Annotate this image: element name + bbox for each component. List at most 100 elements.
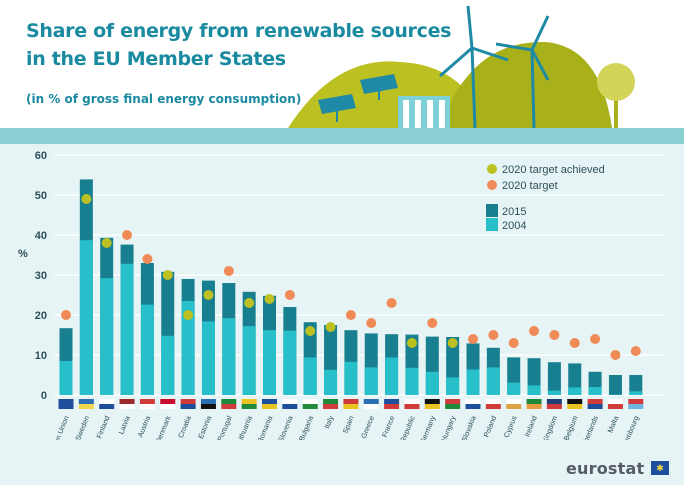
target-marker <box>142 254 153 264</box>
flag-icon <box>567 399 583 404</box>
bar-2004 <box>588 387 602 395</box>
title-line-1: Share of energy from renewable sources <box>26 20 452 42</box>
flag-icon <box>160 399 176 404</box>
x-tick-label: Greece <box>359 414 376 439</box>
bar-2004 <box>344 361 358 395</box>
target-markers <box>61 194 641 360</box>
flag-icon <box>485 399 501 404</box>
flag-icon <box>546 404 562 409</box>
bar-2004 <box>324 369 338 395</box>
target-achieved-marker <box>264 294 275 304</box>
x-tick-label: Germany <box>418 414 438 440</box>
flag-icon <box>445 399 461 404</box>
bar-2004 <box>425 371 439 395</box>
target-achieved-marker <box>406 338 417 348</box>
flag-icon <box>302 399 318 404</box>
target-achieved-marker <box>183 310 194 320</box>
flags <box>58 399 644 409</box>
flag-icon <box>526 399 542 404</box>
target-marker <box>386 298 397 308</box>
legend-swatch-2004 <box>486 218 498 231</box>
flag-icon <box>567 404 583 409</box>
flag-icon <box>323 399 339 404</box>
x-tick-label: Romania <box>255 414 274 440</box>
bar-2004 <box>201 321 215 395</box>
x-tick-label: Cyprus <box>502 414 519 439</box>
bar-2004 <box>59 361 73 395</box>
target-achieved-marker <box>162 270 173 280</box>
target-achieved-marker <box>244 298 255 308</box>
bar-2004 <box>547 390 561 395</box>
flag-icon <box>200 404 216 409</box>
solar-panel-icon <box>318 94 356 122</box>
bar-2004 <box>507 382 521 395</box>
dam-stripe <box>403 100 409 128</box>
target-marker <box>590 334 601 344</box>
wind-turbine-icon <box>439 5 509 129</box>
x-tick-label: Estonia <box>196 414 213 440</box>
flag-icon <box>363 399 379 404</box>
flag-icon <box>424 399 440 404</box>
flag-icon <box>628 399 644 404</box>
title-line-2: in the EU Member States <box>26 48 286 70</box>
flag-icon <box>119 404 135 409</box>
legend: 2020 target achieved 2020 target 2015 2004 <box>486 164 605 232</box>
bar-2004 <box>283 330 297 395</box>
flag-icon <box>139 404 155 409</box>
y-tick-label: 60 <box>35 150 47 162</box>
x-tick-label: Ireland <box>522 414 539 438</box>
flag-icon <box>587 399 603 404</box>
bar-2004 <box>242 326 256 395</box>
target-marker <box>366 318 377 328</box>
flag-icon <box>628 404 644 409</box>
bar-2004 <box>466 369 480 395</box>
flag-icon <box>119 399 135 404</box>
target-marker <box>345 310 356 320</box>
hill-right-icon <box>440 41 612 128</box>
x-tick-label: Hungary <box>439 414 458 440</box>
flag-icon <box>607 404 623 409</box>
flag-icon <box>384 399 400 404</box>
target-achieved-marker <box>305 326 316 336</box>
flag-icon <box>99 399 115 404</box>
y-tick-label: 40 <box>35 230 47 242</box>
flag-icon <box>506 404 522 409</box>
x-tick-label: Slovakia <box>459 414 478 440</box>
flag-icon <box>445 404 461 409</box>
x-tick-label: Netherlands <box>577 414 600 440</box>
flag-icon <box>323 404 339 409</box>
x-tick-label: Malta <box>605 414 620 434</box>
target-achieved-marker <box>447 338 458 348</box>
y-tick-label: 20 <box>35 310 47 322</box>
target-marker <box>61 310 71 320</box>
x-tick-label: France <box>380 414 397 438</box>
x-tick-label: Denmark <box>153 414 172 440</box>
renewable-energy-illustration <box>288 5 635 129</box>
bar-2004 <box>181 301 195 395</box>
flag-icon <box>160 404 176 409</box>
subtitle: (in % of gross final energy consumption) <box>26 92 302 106</box>
flag-icon <box>221 399 237 404</box>
bar-2004 <box>385 357 399 395</box>
x-tick-label: Spain <box>341 414 356 434</box>
legend-swatch-2015 <box>486 204 498 217</box>
flag-icon <box>58 399 74 404</box>
bar-2015 <box>547 362 561 395</box>
target-marker <box>508 338 519 348</box>
flag-icon <box>485 404 501 409</box>
target-achieved-marker <box>325 322 336 332</box>
bar-2015 <box>568 363 582 395</box>
flag-icon <box>58 404 74 409</box>
flag-icon <box>526 404 542 409</box>
x-axis-labels: European UnionSwedenFinland LatviaAustria… <box>43 414 641 440</box>
flag-icon <box>363 404 379 409</box>
bar-chart: 0 10 20 30 40 50 60% European UnionSwedenFinla… <box>18 150 665 440</box>
bar-2004 <box>303 357 317 395</box>
bar-2004 <box>486 367 500 395</box>
flag-icon <box>180 404 196 409</box>
x-tick-label: Luxembourg <box>617 414 640 440</box>
bar-2004 <box>161 335 175 395</box>
x-tick-label: Sweden <box>73 414 91 440</box>
bar-2004 <box>222 318 236 395</box>
